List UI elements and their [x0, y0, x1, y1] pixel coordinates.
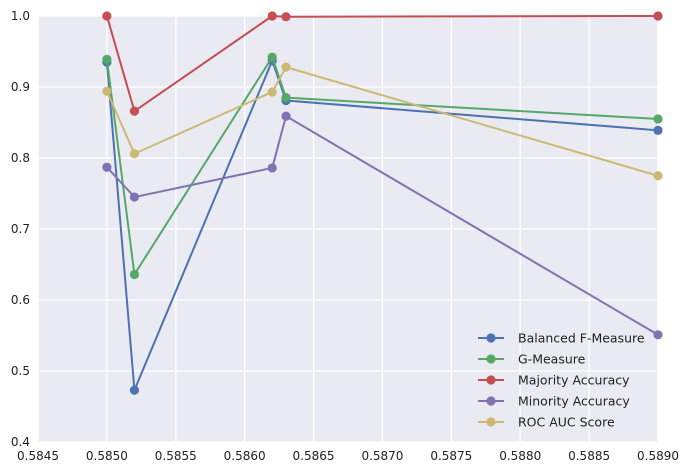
- x-tick-label: 0.5860: [224, 449, 266, 463]
- data-point: [129, 385, 140, 395]
- data-point: [267, 11, 277, 21]
- y-tick-label: 0.9: [11, 80, 30, 94]
- data-point: [102, 54, 112, 64]
- x-tick-label: 0.5880: [499, 449, 541, 463]
- x-tick-label: 0.5845: [17, 449, 59, 463]
- legend-item: Minority Accuracy: [478, 394, 630, 409]
- data-point: [102, 162, 112, 172]
- legend-marker: [486, 333, 496, 343]
- data-point: [129, 149, 140, 159]
- data-point: [267, 52, 277, 62]
- legend-label: ROC AUC Score: [518, 415, 615, 430]
- data-point: [653, 171, 663, 181]
- legend-item: Balanced F-Measure: [478, 331, 645, 346]
- y-tick-label: 0.4: [11, 435, 30, 449]
- x-tick-label: 0.5850: [86, 449, 128, 463]
- x-tick-label: 0.5890: [637, 449, 679, 463]
- series-g-measure: [102, 52, 663, 280]
- data-point: [653, 11, 663, 21]
- y-tick-labels: 0.4 0.5 0.6 0.7 0.8 0.9 1.0: [11, 9, 30, 449]
- data-point: [102, 11, 112, 21]
- y-tick-label: 0.5: [11, 364, 30, 378]
- series-majority-accuracy: [102, 11, 663, 116]
- data-point: [281, 93, 291, 103]
- legend-label: Balanced F-Measure: [518, 331, 645, 346]
- x-tick-label: 0.5885: [568, 449, 610, 463]
- x-tick-labels: 0.5845 0.5850 0.5855 0.5860 0.5865 0.5870 0.58…: [17, 449, 679, 463]
- legend: Balanced F-Measure G-Measure Majority Accu…: [478, 331, 645, 430]
- series-minority-accuracy: [102, 111, 663, 340]
- legend-label: Minority Accuracy: [518, 394, 630, 409]
- data-point: [653, 114, 663, 124]
- data-point: [129, 192, 140, 202]
- data-point: [653, 330, 663, 340]
- y-tick-label: 0.7: [11, 222, 30, 236]
- legend-item: ROC AUC Score: [478, 415, 615, 430]
- data-point: [281, 62, 291, 72]
- data-point: [653, 125, 663, 135]
- legend-item: Majority Accuracy: [478, 373, 630, 388]
- x-tick-label: 0.5870: [361, 449, 403, 463]
- grid-lines: [37, 15, 659, 443]
- legend-item: G-Measure: [478, 352, 586, 367]
- legend-marker: [486, 396, 496, 406]
- x-tick-label: 0.5855: [155, 449, 197, 463]
- x-tick-label: 0.5875: [430, 449, 472, 463]
- x-tick-label: 0.5865: [293, 449, 335, 463]
- data-point: [281, 111, 291, 121]
- data-point: [129, 269, 140, 280]
- data-point: [267, 87, 277, 97]
- series-roc-auc-score: [102, 62, 663, 181]
- legend-marker: [486, 417, 496, 427]
- data-point: [267, 163, 277, 173]
- y-tick-label: 1.0: [11, 9, 30, 23]
- legend-label: G-Measure: [518, 352, 586, 367]
- data-point: [281, 12, 291, 22]
- legend-label: Majority Accuracy: [518, 373, 630, 388]
- data-series: [102, 11, 663, 395]
- legend-marker: [486, 354, 496, 364]
- data-point: [129, 106, 140, 116]
- data-point: [102, 86, 112, 96]
- y-tick-label: 0.8: [11, 151, 30, 165]
- legend-marker: [486, 375, 496, 385]
- y-tick-label: 0.6: [11, 293, 30, 307]
